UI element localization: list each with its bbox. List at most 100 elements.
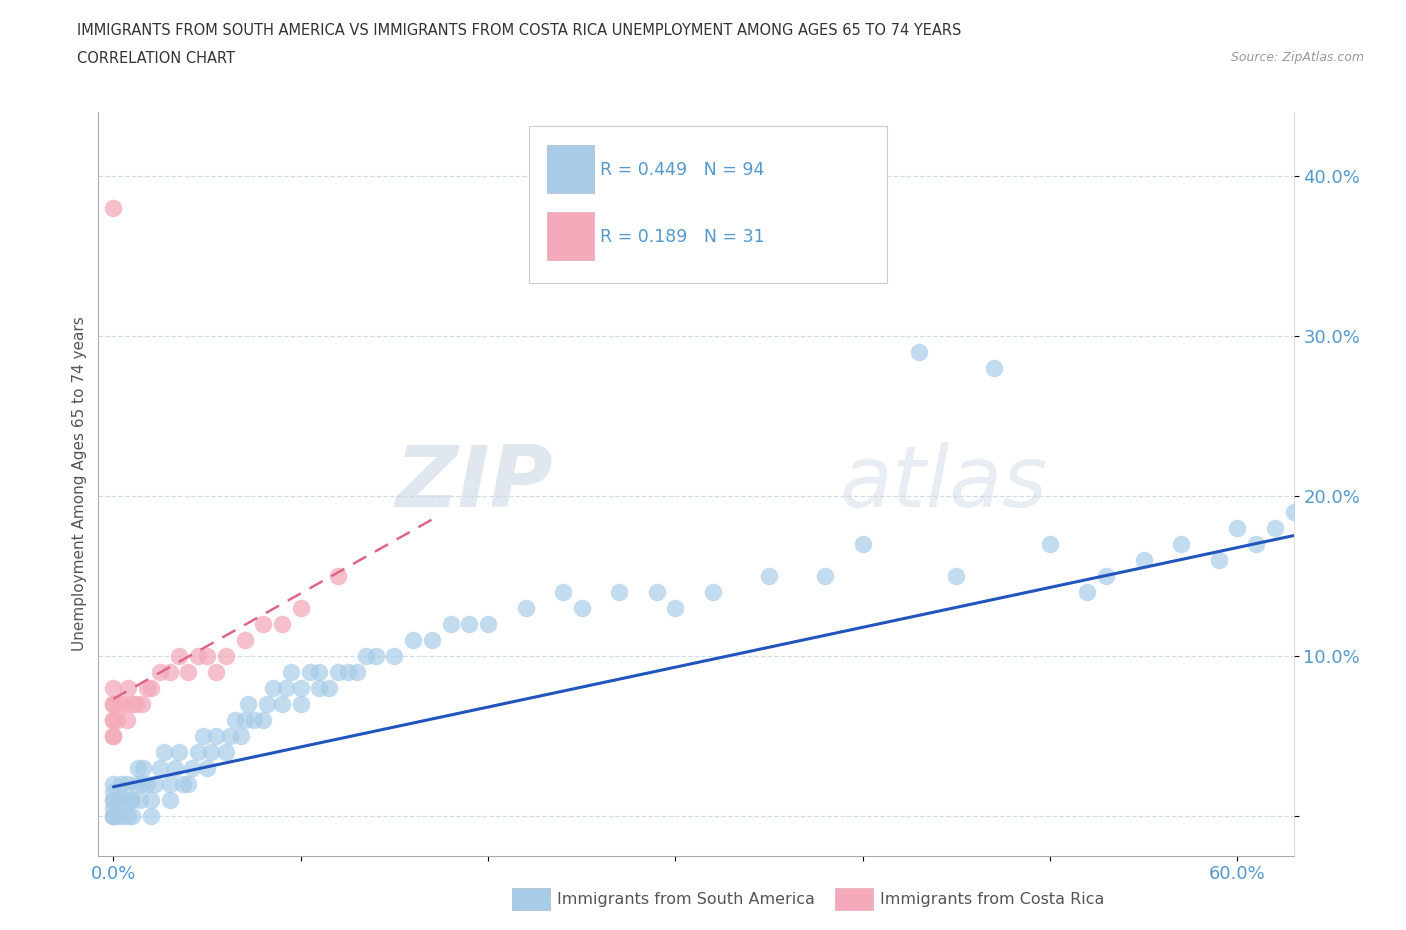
Point <box>1095 568 1118 583</box>
Point <box>103 200 125 215</box>
Point <box>127 760 149 775</box>
Point <box>114 792 136 807</box>
Point <box>271 697 294 711</box>
Point <box>172 777 194 791</box>
Point <box>115 777 138 791</box>
Point <box>136 680 159 695</box>
Point <box>308 664 330 679</box>
Point <box>111 697 134 711</box>
Point <box>983 360 1005 375</box>
Point <box>308 680 330 695</box>
Text: atlas: atlas <box>839 442 1047 525</box>
Point <box>153 744 176 759</box>
Point <box>103 712 125 727</box>
Point <box>215 648 238 663</box>
Point <box>115 712 138 727</box>
Point <box>200 744 222 759</box>
Point <box>364 648 387 663</box>
Point <box>187 648 209 663</box>
Point <box>1226 520 1249 535</box>
Point <box>149 760 172 775</box>
Point <box>328 664 350 679</box>
Point <box>1170 537 1192 551</box>
Point <box>290 697 312 711</box>
Point <box>458 617 481 631</box>
Point <box>256 697 278 711</box>
Point <box>1282 504 1305 519</box>
Point <box>402 632 425 647</box>
Text: IMMIGRANTS FROM SOUTH AMERICA VS IMMIGRANTS FROM COSTA RICA UNEMPLOYMENT AMONG A: IMMIGRANTS FROM SOUTH AMERICA VS IMMIGRA… <box>77 23 962 38</box>
Point <box>515 600 537 615</box>
Point <box>233 632 256 647</box>
Text: R = 0.449   N = 94: R = 0.449 N = 94 <box>600 161 765 179</box>
Point <box>356 648 378 663</box>
Point <box>181 760 204 775</box>
Point <box>110 777 132 791</box>
Point <box>215 744 238 759</box>
Point <box>103 712 125 727</box>
Point <box>205 664 228 679</box>
Point <box>290 600 312 615</box>
Point <box>103 800 125 815</box>
Point <box>128 792 150 807</box>
Point <box>336 664 359 679</box>
Point <box>103 697 125 711</box>
Point <box>252 617 274 631</box>
Point <box>165 760 187 775</box>
Text: ZIP: ZIP <box>395 442 553 525</box>
Point <box>852 537 875 551</box>
FancyBboxPatch shape <box>547 212 595 260</box>
Point <box>117 680 139 695</box>
Point <box>274 680 297 695</box>
Text: R = 0.189   N = 31: R = 0.189 N = 31 <box>600 228 765 246</box>
Point <box>143 777 166 791</box>
Point <box>121 808 143 823</box>
Point <box>111 808 134 823</box>
Point <box>218 728 240 743</box>
Point <box>1132 552 1154 567</box>
Point <box>346 664 368 679</box>
Point <box>177 664 200 679</box>
Point <box>193 728 215 743</box>
Point <box>945 568 967 583</box>
Point <box>117 808 139 823</box>
Point <box>125 697 148 711</box>
Point <box>159 777 181 791</box>
Point <box>243 712 266 727</box>
Point <box>105 712 128 727</box>
Point <box>139 680 162 695</box>
Point <box>108 697 131 711</box>
Point <box>103 697 125 711</box>
Point <box>103 808 125 823</box>
Point <box>103 792 125 807</box>
Point <box>177 777 200 791</box>
Point <box>233 712 256 727</box>
Point <box>252 712 274 727</box>
Point <box>132 760 155 775</box>
Point <box>103 680 125 695</box>
Point <box>318 680 340 695</box>
Text: Immigrants from Costa Rica: Immigrants from Costa Rica <box>880 892 1105 907</box>
FancyBboxPatch shape <box>529 126 887 283</box>
Point <box>103 808 125 823</box>
Text: Source: ZipAtlas.com: Source: ZipAtlas.com <box>1230 51 1364 64</box>
Point <box>1039 537 1062 551</box>
Point <box>1076 584 1098 599</box>
Point <box>814 568 837 583</box>
Point <box>103 728 125 743</box>
Point <box>131 777 153 791</box>
Point <box>439 617 461 631</box>
Point <box>702 584 724 599</box>
Point <box>103 777 125 791</box>
Point <box>139 792 162 807</box>
Point <box>131 697 153 711</box>
Point <box>229 728 252 743</box>
Point <box>384 648 406 663</box>
Point <box>758 568 780 583</box>
Point <box>551 584 574 599</box>
Point <box>159 664 181 679</box>
Point <box>571 600 593 615</box>
Point <box>121 697 143 711</box>
Y-axis label: Unemployment Among Ages 65 to 74 years: Unemployment Among Ages 65 to 74 years <box>72 316 87 651</box>
Point <box>224 712 246 727</box>
